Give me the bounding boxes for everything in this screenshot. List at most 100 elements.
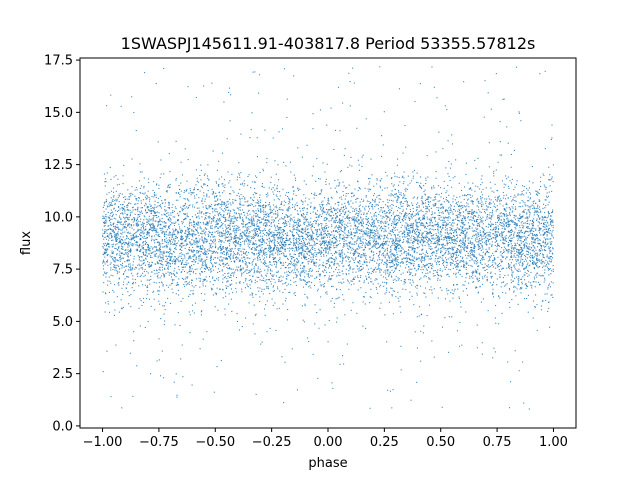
data-point [462, 266, 465, 268]
data-point [494, 244, 496, 246]
data-point [484, 263, 486, 265]
data-point [114, 234, 116, 236]
data-point [436, 239, 438, 241]
data-point [412, 197, 414, 199]
data-point [401, 224, 403, 226]
data-point [286, 234, 288, 236]
data-point [519, 270, 521, 272]
data-point [131, 158, 133, 160]
data-point [458, 211, 461, 214]
data-point [175, 179, 177, 181]
data-point [459, 204, 461, 206]
data-point [323, 286, 325, 288]
data-point [292, 229, 294, 231]
data-point [465, 233, 467, 235]
data-point [164, 308, 166, 311]
data-point [132, 267, 134, 269]
data-point [268, 242, 271, 244]
data-point [315, 220, 317, 223]
data-point [413, 251, 415, 254]
data-point [148, 215, 150, 217]
data-point [188, 237, 190, 240]
data-point [293, 206, 295, 208]
data-point [106, 242, 108, 244]
data-point [508, 249, 510, 251]
data-point [139, 298, 141, 300]
data-point [287, 264, 289, 267]
data-point [458, 250, 460, 252]
data-point [506, 213, 508, 215]
data-point [392, 240, 394, 242]
data-point [288, 206, 290, 208]
data-point [137, 203, 139, 205]
data-point [223, 277, 225, 279]
data-point [342, 251, 344, 253]
data-point [452, 252, 454, 254]
data-point [207, 208, 209, 210]
data-point [505, 224, 507, 227]
data-point [484, 254, 486, 256]
data-point [523, 225, 525, 227]
data-point [365, 196, 367, 198]
data-point [119, 250, 121, 252]
data-point [489, 181, 491, 183]
data-point [345, 273, 347, 275]
data-point [414, 240, 416, 242]
data-point [114, 226, 116, 228]
data-point [532, 225, 534, 227]
data-point [440, 212, 442, 214]
data-point [372, 283, 374, 285]
data-point [158, 221, 160, 223]
data-point [533, 261, 535, 263]
data-point [437, 239, 439, 241]
data-point [430, 242, 432, 244]
data-point [550, 212, 552, 214]
data-point [274, 160, 276, 162]
data-point [196, 224, 198, 226]
data-point [363, 296, 366, 298]
data-point [496, 190, 498, 192]
data-point [444, 253, 446, 255]
data-point [264, 229, 267, 232]
data-point [506, 203, 508, 205]
data-point [481, 258, 483, 260]
data-point [127, 218, 129, 220]
data-point [146, 234, 148, 236]
data-point [156, 270, 158, 272]
data-point [253, 252, 255, 255]
data-point [390, 266, 393, 268]
data-point [278, 208, 280, 210]
data-point [130, 306, 132, 308]
data-point [238, 266, 240, 268]
data-point [138, 268, 140, 270]
data-point [161, 251, 163, 253]
data-point [409, 208, 411, 211]
data-point [195, 278, 197, 280]
data-point [308, 268, 310, 270]
data-point [464, 206, 466, 208]
data-point [112, 245, 114, 247]
data-point [156, 214, 158, 216]
data-point [222, 274, 224, 276]
data-point [509, 214, 511, 216]
data-point [175, 293, 177, 295]
data-point [219, 199, 221, 201]
data-point [165, 255, 167, 257]
data-point [533, 205, 535, 207]
data-point [390, 275, 393, 277]
data-point [482, 228, 485, 230]
data-point [344, 223, 346, 225]
data-point [487, 238, 489, 240]
data-point [398, 207, 400, 209]
data-point [502, 197, 504, 199]
data-point [215, 182, 218, 184]
data-point [298, 255, 300, 257]
data-point [131, 237, 133, 239]
data-point [221, 234, 223, 236]
data-point [394, 215, 396, 217]
data-point [535, 258, 538, 260]
data-point [352, 228, 354, 230]
data-point [336, 190, 338, 192]
data-point [263, 277, 265, 279]
data-point [250, 225, 252, 228]
